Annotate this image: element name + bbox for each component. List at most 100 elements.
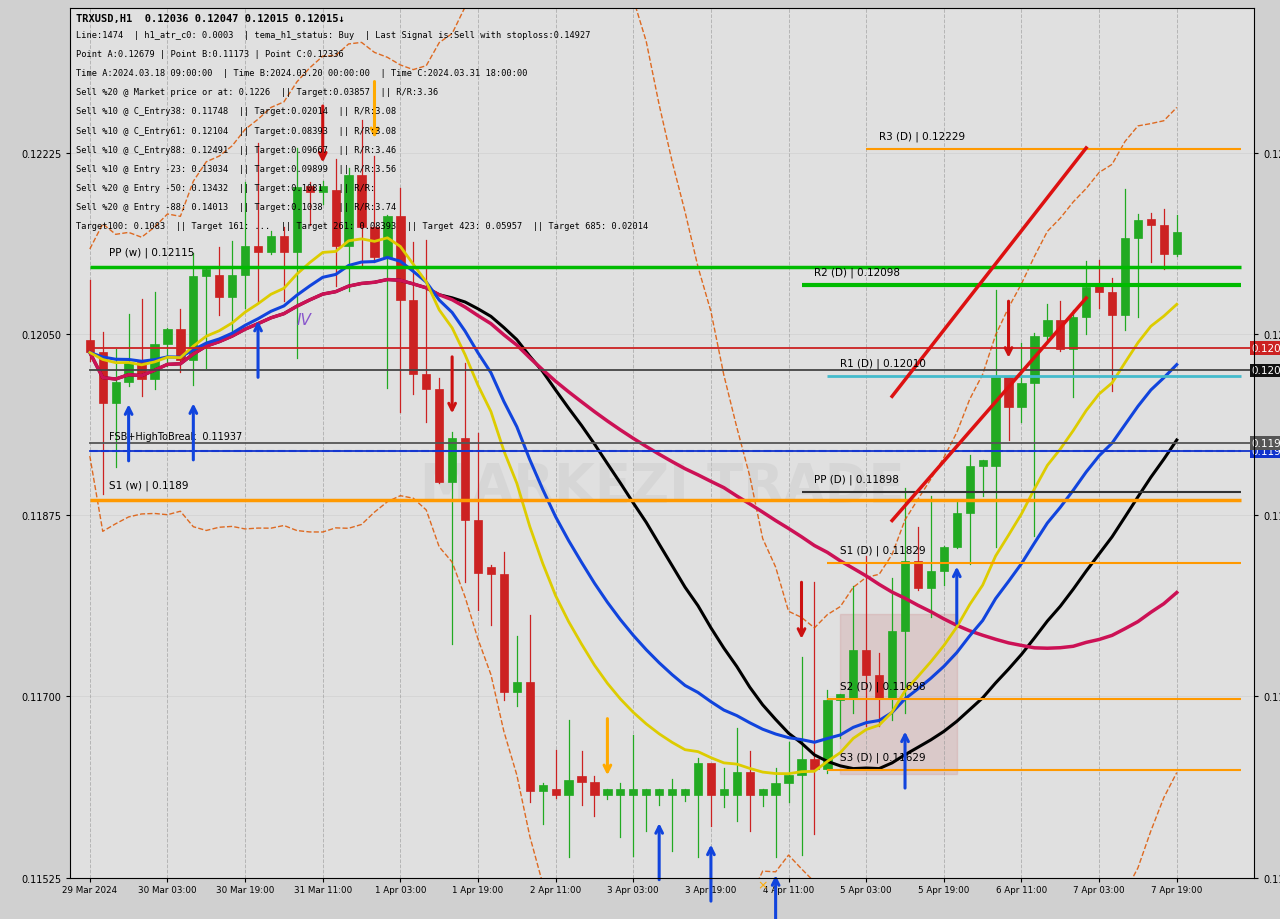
Bar — [448, 439, 456, 482]
Bar — [215, 276, 223, 298]
Bar — [461, 439, 470, 520]
Text: Sell %10 @ C_Entry88: 0.12491  || Target:0.09667  || R/R:3.46: Sell %10 @ C_Entry88: 0.12491 || Target:… — [77, 145, 397, 154]
Bar — [668, 789, 676, 795]
Bar — [888, 631, 896, 698]
Bar — [383, 217, 392, 257]
Bar — [189, 277, 197, 360]
Bar — [940, 548, 948, 571]
Bar — [927, 571, 936, 588]
Text: 0.11945: 0.11945 — [1252, 438, 1280, 448]
Bar — [177, 329, 184, 360]
Bar — [1172, 233, 1181, 255]
Bar — [1043, 321, 1051, 336]
Bar — [280, 237, 288, 253]
Bar — [241, 246, 250, 276]
Bar — [681, 789, 689, 795]
Bar — [1018, 384, 1025, 408]
Text: Sell %20 @ Entry -88: 0.14013  || Target:0.1038   || R/R:3.74: Sell %20 @ Entry -88: 0.14013 || Target:… — [77, 203, 397, 212]
Bar — [332, 191, 339, 246]
Bar — [357, 176, 366, 228]
Bar — [526, 683, 534, 791]
Bar — [914, 562, 922, 588]
Bar — [99, 353, 108, 403]
Bar — [564, 780, 572, 795]
Text: PP (D) | 0.11898: PP (D) | 0.11898 — [814, 473, 900, 484]
Bar — [1069, 318, 1078, 349]
Bar — [397, 217, 404, 301]
Bar — [150, 345, 159, 380]
Text: IV: IV — [297, 312, 312, 327]
Bar — [1134, 221, 1142, 239]
Bar — [849, 651, 858, 699]
Bar — [293, 187, 301, 253]
Bar — [111, 382, 120, 403]
Text: Sell %10 @ Entry -23: 0.13034  || Target:0.09899  || R/R:3.56: Sell %10 @ Entry -23: 0.13034 || Target:… — [77, 165, 397, 174]
Bar — [499, 573, 508, 693]
Text: S3 (D) | 0.11629: S3 (D) | 0.11629 — [841, 752, 925, 762]
Bar — [861, 651, 870, 675]
Bar — [630, 789, 637, 795]
Text: MARKEZI TRADE: MARKEZI TRADE — [420, 460, 905, 513]
Bar — [552, 789, 559, 795]
Text: S1 (D) | 0.11829: S1 (D) | 0.11829 — [841, 545, 925, 555]
Text: Sell %10 @ C_Entry61: 0.12104  || Target:0.08393  || R/R:3.08: Sell %10 @ C_Entry61: 0.12104 || Target:… — [77, 127, 397, 135]
Bar — [823, 700, 832, 769]
Bar — [732, 772, 741, 795]
Bar — [137, 362, 146, 380]
Bar — [422, 375, 430, 390]
Bar — [164, 329, 172, 345]
Text: 0.11937: 0.11937 — [1252, 447, 1280, 457]
Bar — [370, 228, 379, 257]
Bar — [965, 467, 974, 514]
Bar — [539, 786, 547, 791]
Bar — [202, 270, 210, 277]
Bar — [952, 514, 961, 548]
Bar — [1108, 292, 1116, 316]
Bar — [1030, 336, 1038, 384]
Text: 0.12015: 0.12015 — [1252, 366, 1280, 376]
Bar — [253, 246, 262, 253]
Bar — [577, 777, 586, 782]
Text: S1 (w) | 0.1189: S1 (w) | 0.1189 — [109, 480, 188, 491]
Bar — [1160, 226, 1167, 255]
Bar — [124, 362, 133, 382]
Bar — [643, 789, 650, 795]
Text: ×: × — [758, 879, 768, 891]
Text: R3 (D) | 0.12229: R3 (D) | 0.12229 — [879, 131, 965, 142]
Bar — [707, 764, 716, 795]
Bar — [1082, 288, 1091, 318]
Bar — [603, 789, 612, 795]
Bar — [474, 520, 483, 573]
Text: Sell %10 @ C_Entry38: 0.11748  || Target:0.02014  || R/R:3.08: Sell %10 @ C_Entry38: 0.11748 || Target:… — [77, 108, 397, 117]
Bar — [992, 378, 1000, 466]
Bar — [513, 683, 521, 693]
Bar — [901, 562, 909, 631]
Bar — [772, 783, 780, 795]
Bar — [1121, 239, 1129, 316]
Text: R1 (D) | 0.12010: R1 (D) | 0.12010 — [841, 357, 927, 369]
Bar — [306, 187, 314, 193]
Text: TRXUSD,H1  0.12036 0.12047 0.12015 0.12015↓: TRXUSD,H1 0.12036 0.12047 0.12015 0.1201… — [77, 14, 346, 24]
Bar — [435, 390, 443, 482]
Bar — [694, 764, 703, 795]
Text: Line:1474  | h1_atr_c0: 0.0003  | tema_h1_status: Buy  | Last Signal is:Sell wit: Line:1474 | h1_atr_c0: 0.0003 | tema_h1_… — [77, 31, 591, 40]
Text: S2 (D) | 0.11698: S2 (D) | 0.11698 — [841, 680, 925, 691]
Bar — [410, 301, 417, 375]
Text: Sell %20 @ Market price or at: 0.1226  || Target:0.03857  || R/R:3.36: Sell %20 @ Market price or at: 0.1226 ||… — [77, 88, 439, 97]
Bar — [616, 789, 625, 795]
Bar — [836, 695, 845, 700]
Bar — [746, 772, 754, 795]
Text: Target100: 0.1083  || Target 161: ...  || Target 261: 0.08393  || Target 423: 0.: Target100: 0.1083 || Target 161: ... || … — [77, 222, 649, 231]
Bar — [86, 341, 93, 353]
Bar — [1094, 287, 1103, 292]
Bar — [1005, 378, 1012, 408]
Bar — [797, 760, 805, 775]
Text: Sell %20 @ Entry -50: 0.13432  || Target:0.1081   || R/R:: Sell %20 @ Entry -50: 0.13432 || Target:… — [77, 184, 375, 193]
Text: FSB+HighToBreak  0.11937: FSB+HighToBreak 0.11937 — [109, 431, 242, 441]
Bar — [228, 276, 237, 298]
Bar — [1147, 220, 1155, 226]
Bar — [1056, 321, 1065, 349]
Bar — [759, 789, 767, 795]
Text: R2 (D) | 0.12098: R2 (D) | 0.12098 — [814, 267, 900, 278]
Bar — [344, 176, 353, 246]
